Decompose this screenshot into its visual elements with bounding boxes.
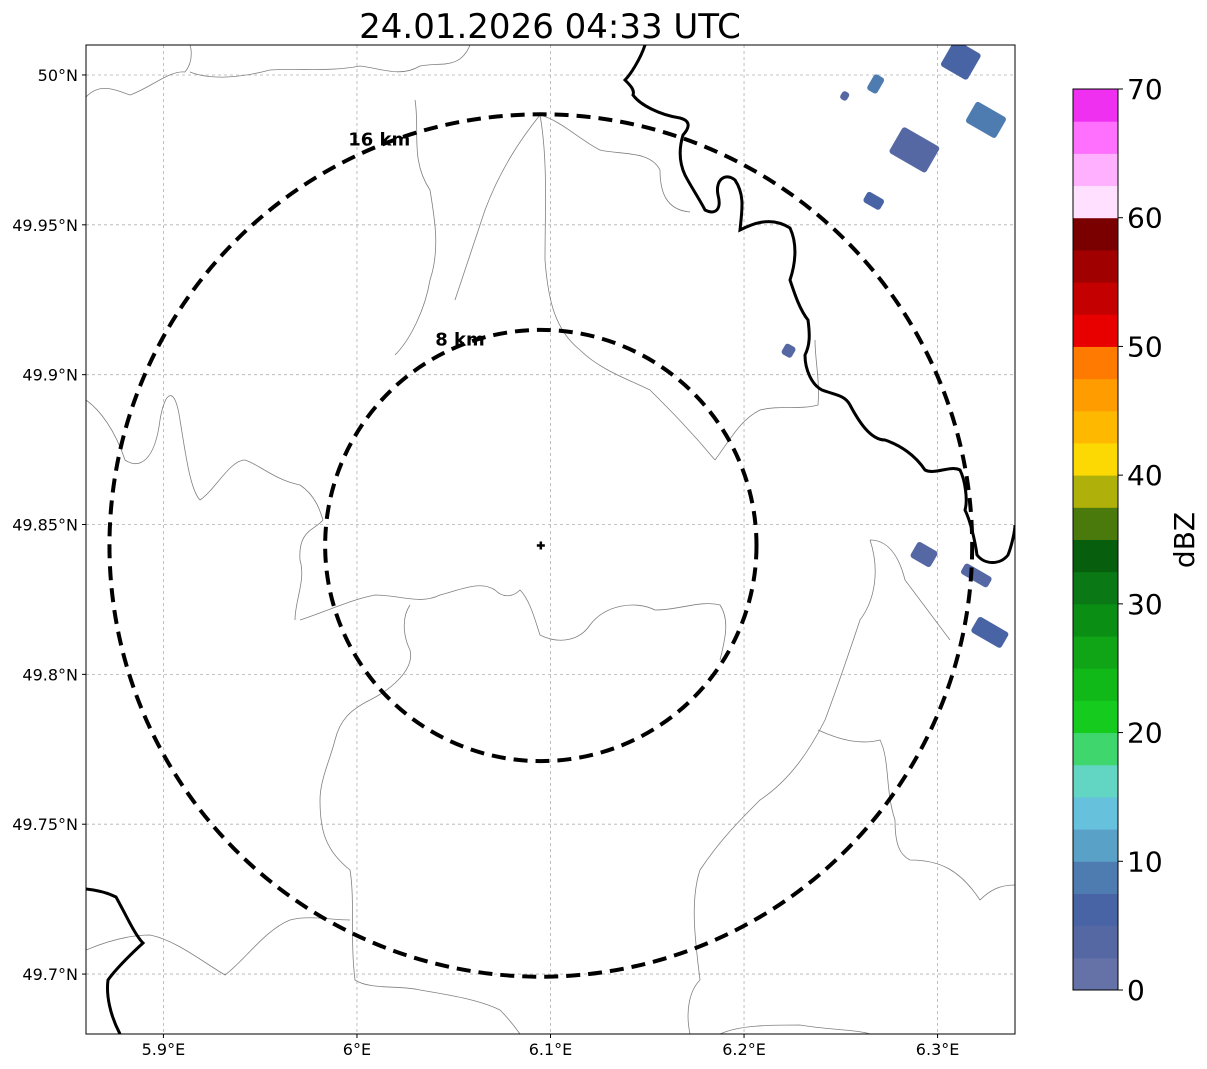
colorbar-tick-label: 20 (1127, 717, 1163, 750)
colorbar-swatch (1073, 925, 1118, 959)
colorbar-swatch (1073, 861, 1118, 894)
colorbar-tick-label: 60 (1127, 202, 1163, 235)
colorbar-swatch (1073, 957, 1118, 991)
range-ring-16km (107, 112, 975, 979)
echo-cell (971, 617, 1009, 648)
colorbar-swatch (1073, 796, 1118, 830)
echo-cell (867, 74, 885, 94)
x-tick-label: 6.2°E (722, 1040, 766, 1059)
colorbar-swatch (1073, 217, 1118, 251)
radar-site-marker (536, 541, 545, 550)
graticule (86, 45, 1015, 1034)
colorbar-tick-label: 50 (1127, 330, 1163, 363)
colorbar-swatch (1073, 442, 1118, 476)
colorbar-tick-label: 10 (1127, 845, 1163, 878)
colorbar: 0 10 20 30 40 50 60 70 dBZ (1072, 73, 1201, 1007)
y-tick-label: 49.85°N (12, 516, 78, 535)
range-rings (107, 112, 975, 979)
y-tick-label: 49.8°N (22, 665, 78, 684)
x-tick-label: 5.9°E (142, 1040, 186, 1059)
x-tick-label: 6.3°E (916, 1040, 960, 1059)
map-title: 24.01.2026 04:33 UTC (359, 7, 741, 47)
colorbar-frame (1072, 88, 1119, 991)
colorbar-swatch (1073, 732, 1118, 766)
colorbar-tick-labels: 0 10 20 30 40 50 60 70 (1118, 73, 1163, 1007)
echo-cell (889, 127, 940, 173)
colorbar-swatch (1073, 121, 1118, 154)
colorbar-swatch (1073, 829, 1118, 862)
colorbar-swatch (1073, 475, 1118, 508)
colorbar-swatch (1073, 636, 1118, 669)
colorbar-swatch (1073, 314, 1118, 347)
colorbar-swatch (1073, 700, 1118, 734)
echo-cell (960, 563, 992, 588)
colorbar-tick-label: 40 (1127, 459, 1163, 492)
y-tick-label: 49.7°N (22, 965, 78, 984)
y-tick-label: 50°N (38, 66, 78, 85)
echo-cell (863, 191, 884, 210)
colorbar-swatch (1073, 153, 1118, 187)
colorbar-swatch (1073, 668, 1118, 701)
x-tick-label: 6°E (343, 1040, 371, 1059)
colorbar-swatch (1073, 346, 1118, 380)
longitude-tick-labels: 5.9°E 6°E 6.1°E 6.2°E 6.3°E (142, 1034, 960, 1059)
colorbar-tick-label: 70 (1127, 73, 1163, 106)
y-tick-label: 49.75°N (12, 815, 78, 834)
colorbar-swatch (1073, 282, 1118, 315)
colorbar-swatch (1073, 764, 1118, 798)
echo-cell (910, 541, 938, 567)
range-ring-16km-label: 16 km (348, 130, 410, 151)
colorbar-swatch (1073, 378, 1118, 412)
colorbar-label: dBZ (1168, 512, 1201, 568)
y-tick-label: 49.95°N (12, 216, 78, 235)
national-borders (86, 45, 1015, 1034)
range-ring-8km-label: 8 km (435, 330, 485, 351)
colorbar-swatch (1073, 603, 1118, 637)
colorbar-swatch (1073, 410, 1118, 444)
map-panel: 8 km 16 km 5.9°E 6°E 6.1°E 6.2°E 6.3°E 50°N 4… (12, 44, 1016, 1059)
colorbar-swatch (1073, 89, 1118, 122)
colorbar-swatch (1073, 539, 1118, 573)
admin-borders (86, 45, 1015, 1034)
range-ring-8km (323, 327, 759, 764)
colorbar-swatch (1073, 185, 1118, 219)
y-tick-label: 49.9°N (22, 366, 78, 385)
reflectivity-echoes (781, 45, 1009, 648)
latitude-tick-labels: 50°N 49.95°N 49.9°N 49.85°N 49.8°N 49.75°N 49.… (12, 66, 86, 984)
colorbar-swatch (1073, 571, 1118, 605)
colorbar-swatch (1073, 893, 1118, 927)
colorbar-swatch (1073, 507, 1118, 540)
colorbar-swatch (1073, 249, 1118, 283)
echo-cell (965, 101, 1006, 138)
echo-cell (840, 91, 850, 101)
colorbar-tick-label: 30 (1127, 588, 1163, 621)
x-tick-label: 6.1°E (529, 1040, 573, 1059)
colorbar-tick-label: 0 (1127, 974, 1145, 1007)
colorbar-swatches (1073, 89, 1118, 991)
echo-cell (941, 45, 981, 80)
echo-cell (781, 343, 796, 358)
